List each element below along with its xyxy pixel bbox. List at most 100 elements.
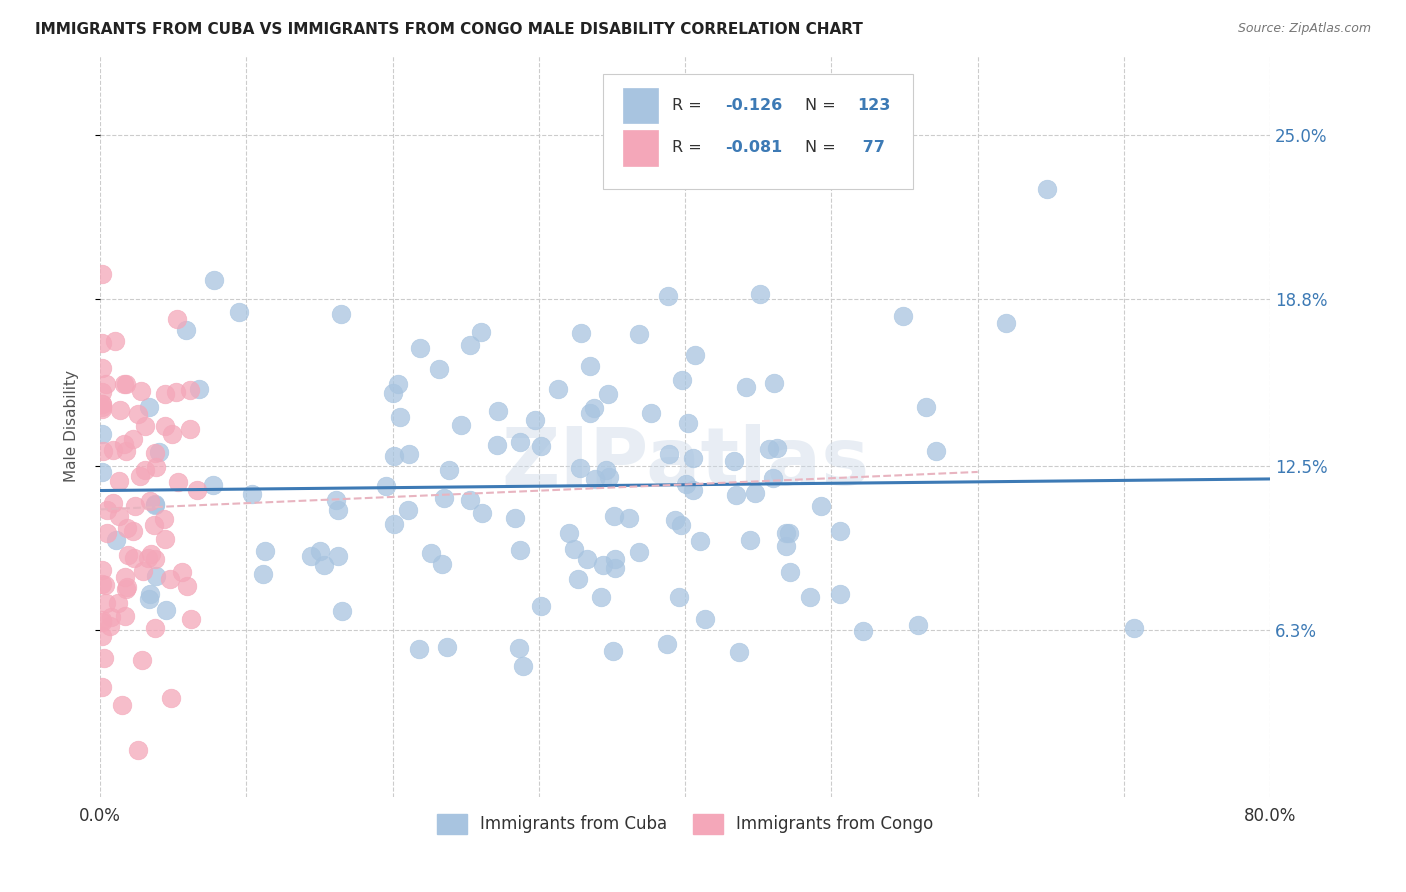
Point bbox=[325, 493, 347, 508]
Point bbox=[104, 334, 127, 349]
Point bbox=[160, 427, 183, 442]
FancyBboxPatch shape bbox=[623, 87, 658, 123]
Point bbox=[744, 486, 766, 500]
Point bbox=[595, 463, 617, 477]
Point bbox=[90, 426, 112, 441]
Point bbox=[530, 439, 553, 453]
Point bbox=[117, 580, 139, 594]
Point bbox=[460, 337, 482, 351]
Point bbox=[430, 557, 453, 571]
Point bbox=[90, 577, 112, 591]
Point bbox=[138, 592, 160, 607]
Point bbox=[90, 397, 112, 411]
Point bbox=[96, 525, 118, 540]
Point bbox=[915, 400, 938, 414]
Point bbox=[165, 384, 187, 399]
Point bbox=[409, 341, 432, 355]
Point bbox=[114, 376, 136, 391]
Point bbox=[326, 503, 349, 517]
Point bbox=[114, 570, 136, 584]
Point bbox=[1036, 182, 1059, 196]
Point bbox=[433, 491, 456, 505]
Point bbox=[436, 640, 458, 654]
Point bbox=[509, 435, 531, 450]
Point bbox=[758, 442, 780, 456]
Point bbox=[90, 396, 112, 410]
Point bbox=[569, 460, 592, 475]
Text: -0.126: -0.126 bbox=[725, 98, 782, 113]
Point bbox=[619, 511, 641, 525]
Point bbox=[675, 476, 697, 491]
Point bbox=[90, 400, 112, 414]
Point bbox=[108, 474, 131, 488]
Point bbox=[765, 441, 787, 455]
Point bbox=[330, 307, 353, 321]
Point bbox=[925, 443, 948, 458]
Point bbox=[124, 500, 146, 514]
Point bbox=[657, 637, 679, 651]
Point bbox=[762, 376, 785, 390]
Text: Source: ZipAtlas.com: Source: ZipAtlas.com bbox=[1237, 22, 1371, 36]
Point bbox=[509, 543, 531, 558]
Point bbox=[145, 445, 167, 459]
Point bbox=[486, 404, 509, 418]
Point bbox=[778, 526, 800, 541]
Text: N =: N = bbox=[804, 140, 841, 155]
Point bbox=[381, 386, 404, 401]
Point bbox=[112, 376, 135, 391]
Point bbox=[176, 579, 198, 593]
Point bbox=[143, 621, 166, 635]
Point bbox=[202, 273, 225, 287]
Point bbox=[145, 460, 167, 475]
FancyBboxPatch shape bbox=[603, 74, 914, 189]
Point bbox=[569, 326, 592, 340]
Point bbox=[740, 533, 762, 547]
Point bbox=[114, 609, 136, 624]
Point bbox=[598, 470, 620, 484]
Point bbox=[664, 513, 686, 527]
Point bbox=[131, 653, 153, 667]
Point bbox=[810, 499, 832, 513]
Point bbox=[388, 410, 411, 425]
Point bbox=[728, 645, 751, 659]
Point bbox=[138, 401, 160, 415]
Point bbox=[124, 550, 146, 565]
Point bbox=[578, 406, 600, 420]
Point bbox=[382, 449, 405, 463]
Point bbox=[90, 385, 112, 400]
Point bbox=[107, 509, 129, 524]
Point bbox=[101, 496, 124, 510]
Point bbox=[627, 545, 650, 559]
Point bbox=[396, 503, 419, 517]
Point bbox=[628, 327, 651, 342]
Point bbox=[689, 533, 711, 548]
Point bbox=[735, 380, 758, 394]
Point bbox=[828, 586, 851, 600]
Point bbox=[1122, 621, 1144, 635]
Point bbox=[450, 418, 472, 433]
Point bbox=[486, 438, 509, 452]
Point bbox=[252, 567, 274, 582]
Point bbox=[188, 382, 211, 396]
Point bbox=[90, 613, 112, 627]
Point bbox=[105, 533, 128, 547]
Point bbox=[91, 267, 114, 281]
Point bbox=[228, 305, 250, 319]
Point bbox=[93, 650, 115, 665]
Point bbox=[603, 551, 626, 566]
Point bbox=[127, 743, 149, 757]
Point bbox=[136, 551, 159, 566]
Text: IMMIGRANTS FROM CUBA VS IMMIGRANTS FROM CONGO MALE DISABILITY CORRELATION CHART: IMMIGRANTS FROM CUBA VS IMMIGRANTS FROM … bbox=[35, 22, 863, 37]
Point bbox=[134, 463, 156, 477]
Point bbox=[153, 418, 176, 433]
Point bbox=[115, 582, 138, 597]
Point bbox=[852, 624, 875, 639]
Point bbox=[524, 413, 547, 427]
Point bbox=[312, 558, 335, 572]
Point bbox=[155, 603, 177, 617]
Point bbox=[328, 549, 350, 563]
Point bbox=[592, 558, 614, 572]
Point bbox=[141, 547, 163, 561]
Point bbox=[567, 572, 589, 586]
Point bbox=[762, 471, 785, 485]
